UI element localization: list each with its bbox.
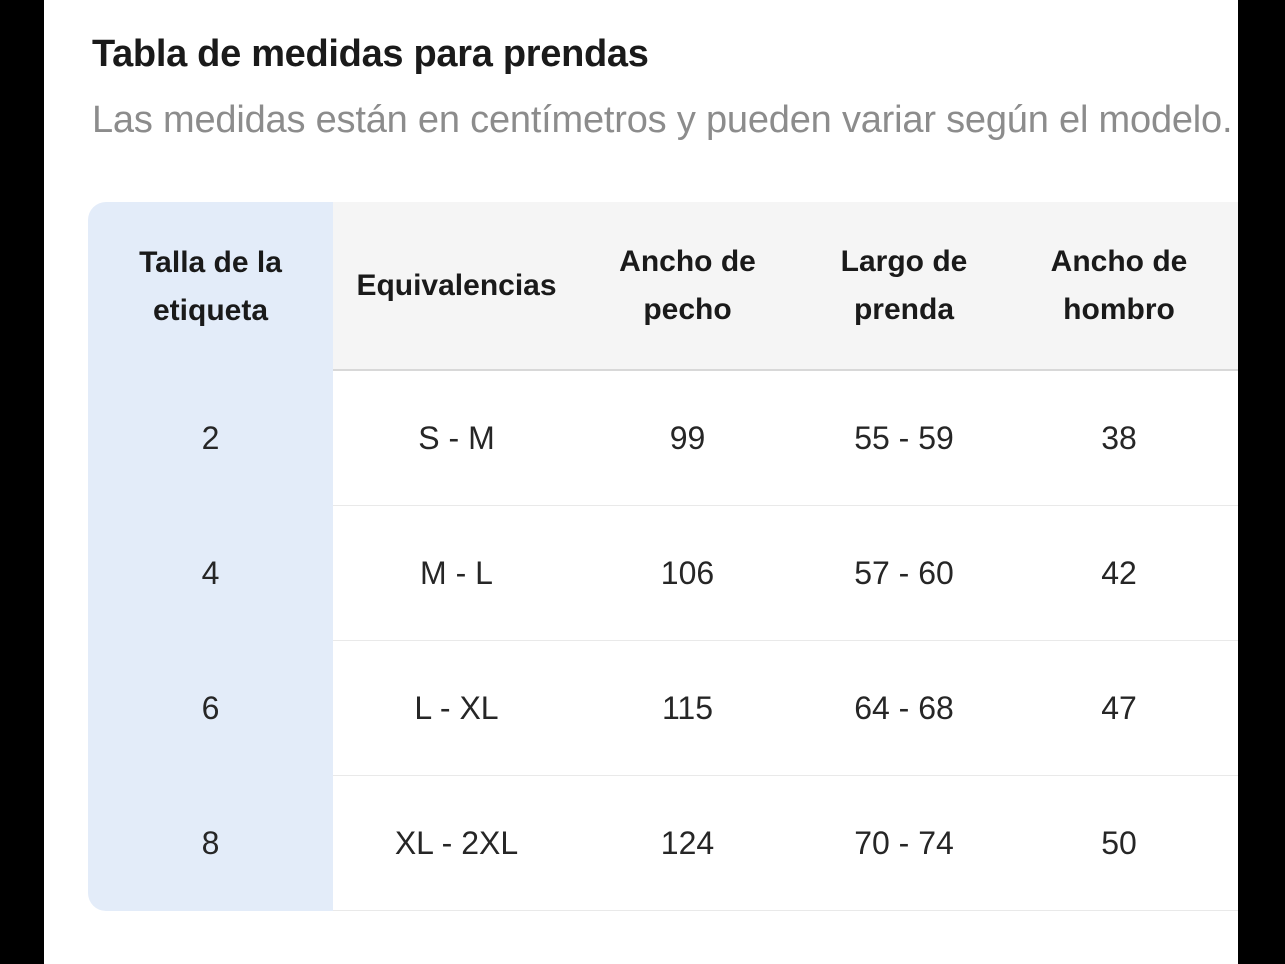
table-cell-size: 4 [201, 555, 220, 591]
table-cell-length: 64 - 68 [795, 641, 1013, 776]
table-cell-length: 70 - 74 [795, 776, 1013, 911]
label-size-column-highlight [88, 202, 333, 911]
column-header-label-size: Talla de la etiqueta [88, 202, 333, 371]
column-header-text: Talla de la etiqueta [139, 245, 282, 327]
table-cell-shoulder: 38 [1013, 371, 1225, 506]
table-cell-shoulder: 42 [1013, 506, 1225, 641]
table-cell-chest: 124 [580, 776, 795, 911]
table-cell-size: 2 [201, 420, 220, 456]
column-header-text: Ancho de hombro [1050, 244, 1188, 326]
right-edge-black-bar [1238, 0, 1285, 964]
page-subtitle: Las medidas están en centímetros y puede… [92, 99, 1233, 141]
table-cell-equivalence: XL - 2XL [333, 776, 580, 911]
column-header-chest-width: Ancho de pecho [580, 202, 795, 371]
table-cell-chest: 99 [580, 371, 795, 506]
column-header-text: Equivalencias [356, 268, 557, 302]
table-cell-chest: 106 [580, 506, 795, 641]
table-cell-length: 57 - 60 [795, 506, 1013, 641]
table-cell-size: 6 [201, 690, 220, 726]
column-header-garment-length: Largo de prenda [795, 202, 1013, 371]
column-header-equivalences: Equivalencias [333, 202, 580, 371]
column-header-text: Ancho de pecho [619, 244, 756, 326]
table-cell-size: 8 [201, 825, 220, 861]
page-title: Tabla de medidas para prendas [92, 33, 649, 75]
table-cell-equivalence: L - XL [333, 641, 580, 776]
table-cell-chest: 115 [580, 641, 795, 776]
column-header-shoulder-width: Ancho de hombro [1013, 202, 1225, 371]
table-cell-shoulder: 47 [1013, 641, 1225, 776]
table-cell-equivalence: S - M [333, 371, 580, 506]
column-header-text: Largo de prenda [840, 244, 968, 326]
table-cell-equivalence: M - L [333, 506, 580, 641]
size-table: Talla de la etiqueta Equivalencias Ancho… [88, 202, 1285, 911]
table-cell-length: 55 - 59 [795, 371, 1013, 506]
table-cell-shoulder: 50 [1013, 776, 1225, 911]
left-edge-black-bar [0, 0, 44, 964]
